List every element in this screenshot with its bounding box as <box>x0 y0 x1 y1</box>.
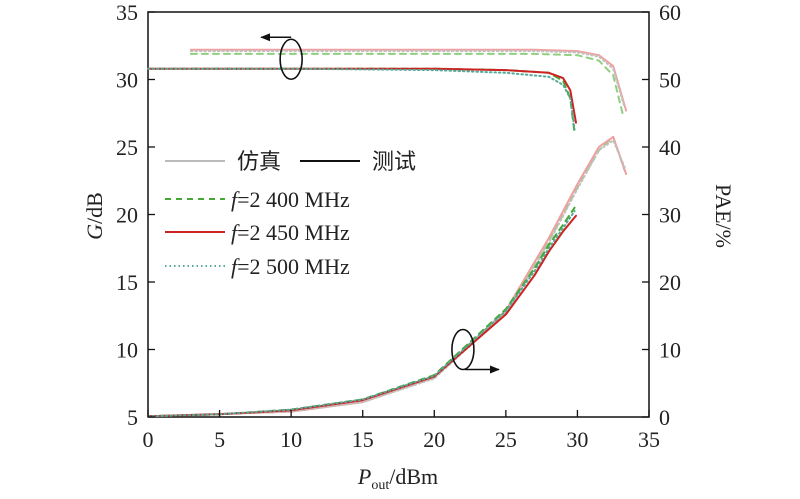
y-right-tick-label-6: 60 <box>659 0 681 25</box>
x-tick-label-1: 5 <box>214 427 225 452</box>
gain-curve-marker <box>279 38 303 81</box>
y-right-tick-label-4: 40 <box>659 135 681 160</box>
legend-sim-label: 仿真 <box>237 149 281 174</box>
series-meas-gain-5 <box>147 67 576 131</box>
series-meas-pae-11 <box>147 210 576 418</box>
x-tick-label-6: 30 <box>566 427 588 452</box>
y-right-tick-label-3: 30 <box>659 203 681 228</box>
y-left-tick-label-0: 5 <box>127 405 138 430</box>
legend-meas-label: 测试 <box>372 149 416 174</box>
annotation-layer <box>260 33 500 374</box>
pae-curve-marker <box>451 328 475 371</box>
x-tick-label-0: 0 <box>143 427 154 452</box>
series-sim-pae-6 <box>147 135 626 418</box>
y-right-tick-label-0: 0 <box>659 405 670 430</box>
x-tick-label-7: 35 <box>638 427 660 452</box>
y-left-tick-label-4: 25 <box>116 135 138 160</box>
series-sim-gain-1 <box>189 48 628 112</box>
legend-2400-label: f=2 400 MHz <box>231 187 350 212</box>
y-left-tick-label-6: 35 <box>116 0 138 25</box>
series-meas-gain-4 <box>147 67 577 124</box>
legend: 仿真 测试 f=2 400 MHz f=2 450 MHz f=2 500 MH… <box>165 149 416 279</box>
series-meas-gain-3 <box>147 67 576 135</box>
legend-2500-label: f=2 500 MHz <box>231 254 350 279</box>
x-tick-label-2: 10 <box>280 427 302 452</box>
legend-2450-label: f=2 450 MHz <box>231 220 350 245</box>
x-tick-label-5: 25 <box>495 427 517 452</box>
y-left-tick-label-2: 15 <box>116 270 138 295</box>
y-left-tick-label-3: 20 <box>116 203 138 228</box>
y-left-tick-label-1: 10 <box>116 338 138 363</box>
plot-frame <box>147 11 650 418</box>
x-tick-label-4: 20 <box>423 427 445 452</box>
series-sim-pae-8 <box>147 139 626 418</box>
y-right-axis-title: PAE/% <box>711 184 736 248</box>
series-sim-pae-7 <box>147 135 628 418</box>
x-tick-label-3: 15 <box>352 427 374 452</box>
series-layer <box>147 48 628 418</box>
y-left-tick-label-5: 30 <box>116 68 138 93</box>
y-right-tick-label-1: 10 <box>659 338 681 363</box>
y-right-tick-label-5: 50 <box>659 68 681 93</box>
series-meas-pae-9 <box>147 206 576 418</box>
series-meas-pae-10 <box>147 214 577 418</box>
x-axis-title: Pout/dBm <box>357 464 438 493</box>
series-sim-gain-0 <box>189 52 625 117</box>
y-left-axis-title: G/dB <box>82 192 107 240</box>
series-sim-gain-2 <box>189 50 626 109</box>
y-right-tick-label-2: 20 <box>659 270 681 295</box>
